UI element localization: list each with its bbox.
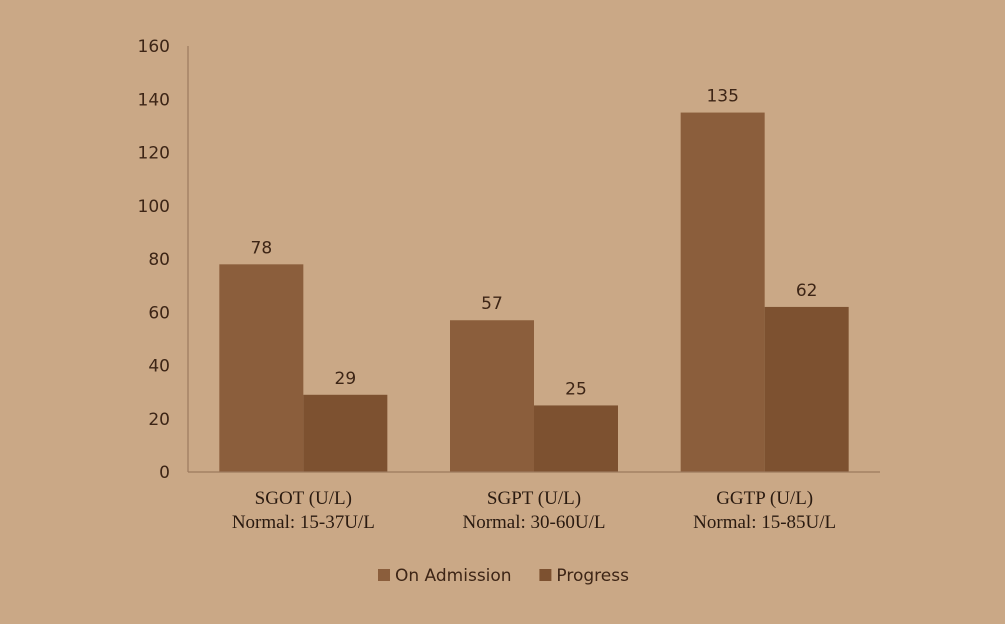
y-tick-label: 20 xyxy=(148,410,170,430)
legend-label: Progress xyxy=(556,566,629,586)
bars xyxy=(219,112,849,472)
data-labels: 78 29 57 25 135 62 xyxy=(251,87,818,400)
data-label: 57 xyxy=(481,294,503,314)
category-label: Normal: 15-37U/L xyxy=(232,512,375,533)
category-label: GGTP (U/L) xyxy=(716,488,813,509)
legend-swatch xyxy=(378,569,390,581)
y-tick-label: 100 xyxy=(138,197,170,217)
category-labels: SGOT (U/L) Normal: 15-37U/L SGPT (U/L) Norm… xyxy=(232,488,836,533)
y-tick-label: 160 xyxy=(138,37,170,57)
category-label: Normal: 30-60U/L xyxy=(462,512,605,533)
y-tick-label: 120 xyxy=(138,144,170,164)
legend-swatch xyxy=(539,569,552,581)
legend-label: On Admission xyxy=(395,566,512,586)
y-tick-label: 60 xyxy=(148,303,170,323)
data-label: 78 xyxy=(251,238,273,258)
y-tick-label: 0 xyxy=(159,463,170,483)
data-label: 29 xyxy=(335,369,357,389)
category-label: SGOT (U/L) xyxy=(255,488,352,509)
bar-progress xyxy=(764,306,849,472)
legend: On Admission Progress xyxy=(378,566,629,586)
y-tick-label: 40 xyxy=(148,357,170,377)
bar-on-admission xyxy=(680,112,765,472)
data-label: 25 xyxy=(565,379,587,399)
bar-progress xyxy=(303,394,388,472)
y-tick-label: 140 xyxy=(138,90,170,110)
category-label: SGPT (U/L) xyxy=(487,488,581,509)
data-label: 62 xyxy=(796,281,818,301)
bar-progress xyxy=(534,405,618,472)
category-label: Normal: 15-85U/L xyxy=(693,512,836,533)
bar-on-admission xyxy=(450,320,534,472)
data-label: 135 xyxy=(706,87,738,107)
y-axis-ticks: 0 20 40 60 80 100 120 140 160 xyxy=(138,37,170,483)
bar-on-admission xyxy=(219,264,304,472)
y-tick-label: 80 xyxy=(148,250,170,270)
